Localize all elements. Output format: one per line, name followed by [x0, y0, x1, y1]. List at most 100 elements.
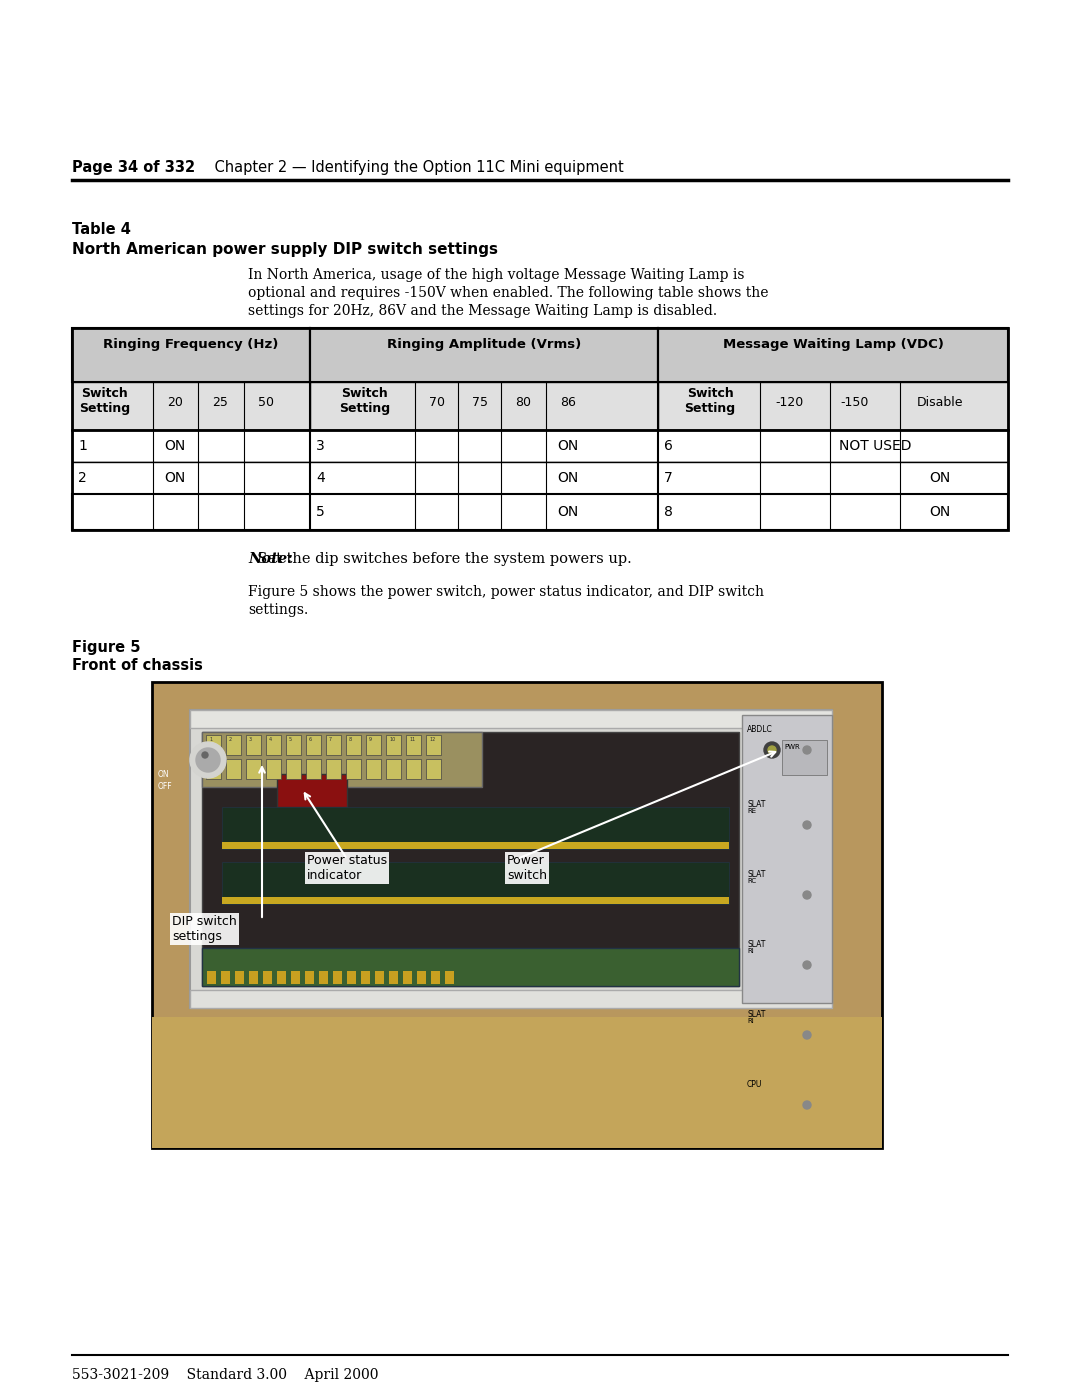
Bar: [319, 971, 328, 983]
Text: 8: 8: [664, 504, 673, 520]
Text: 9: 9: [369, 738, 372, 742]
Text: Table 4: Table 4: [72, 222, 131, 237]
Bar: [346, 735, 361, 754]
Bar: [226, 735, 241, 754]
Text: ON: ON: [158, 770, 170, 780]
Bar: [226, 759, 241, 780]
Text: 6: 6: [664, 439, 673, 453]
Text: RI: RI: [747, 949, 754, 954]
Bar: [246, 759, 261, 780]
Text: PWR: PWR: [784, 745, 800, 750]
Text: 3: 3: [316, 439, 325, 453]
Text: -150: -150: [841, 395, 869, 409]
Circle shape: [804, 891, 811, 900]
Text: ABDLC: ABDLC: [747, 725, 773, 733]
Text: DIP switch
settings: DIP switch settings: [172, 915, 237, 943]
Text: 75: 75: [472, 395, 488, 409]
Circle shape: [764, 742, 780, 759]
Text: SLAT: SLAT: [747, 870, 766, 879]
Bar: [375, 971, 384, 983]
Bar: [310, 381, 658, 430]
Text: 25: 25: [212, 395, 228, 409]
Text: Power status
indicator: Power status indicator: [307, 854, 387, 882]
Bar: [72, 462, 1008, 495]
Bar: [222, 807, 729, 849]
Bar: [276, 971, 286, 983]
Text: Front of chassis: Front of chassis: [72, 658, 203, 673]
Bar: [202, 949, 739, 986]
Circle shape: [804, 821, 811, 828]
Text: 11: 11: [409, 738, 415, 742]
Bar: [72, 328, 1008, 529]
Text: Power
switch: Power switch: [507, 854, 546, 882]
Bar: [72, 381, 310, 430]
Bar: [286, 759, 301, 780]
Text: 4: 4: [316, 471, 325, 485]
Text: ON: ON: [557, 504, 579, 520]
Text: RI: RI: [747, 1018, 754, 1024]
Text: Switch
Setting: Switch Setting: [339, 387, 391, 415]
Bar: [361, 971, 370, 983]
Text: 12: 12: [429, 738, 435, 742]
Bar: [426, 759, 441, 780]
Text: settings for 20Hz, 86V and the Message Waiting Lamp is disabled.: settings for 20Hz, 86V and the Message W…: [248, 305, 717, 319]
Bar: [386, 759, 401, 780]
Bar: [389, 971, 399, 983]
Bar: [206, 735, 221, 754]
Circle shape: [804, 1031, 811, 1039]
Text: Note:: Note:: [248, 552, 293, 566]
Text: 1: 1: [210, 738, 212, 742]
Text: -120: -120: [775, 395, 805, 409]
Bar: [190, 710, 832, 728]
Text: SLAT: SLAT: [747, 1010, 766, 1018]
Bar: [326, 735, 341, 754]
Bar: [266, 759, 281, 780]
Bar: [346, 759, 361, 780]
Circle shape: [195, 747, 220, 773]
Text: Message Waiting Lamp (VDC): Message Waiting Lamp (VDC): [723, 338, 944, 351]
Text: Ringing Amplitude (Vrms): Ringing Amplitude (Vrms): [387, 338, 581, 351]
Text: Switch
Setting: Switch Setting: [80, 387, 131, 415]
Circle shape: [804, 746, 811, 754]
Text: 50: 50: [258, 395, 274, 409]
Circle shape: [804, 1101, 811, 1109]
Bar: [72, 495, 1008, 529]
Bar: [222, 897, 729, 904]
Text: optional and requires -150V when enabled. The following table shows the: optional and requires -150V when enabled…: [248, 286, 769, 300]
Bar: [406, 735, 421, 754]
Text: 10: 10: [389, 738, 395, 742]
Bar: [782, 740, 827, 775]
Circle shape: [768, 746, 777, 754]
Bar: [266, 735, 281, 754]
Text: North American power supply DIP switch settings: North American power supply DIP switch s…: [72, 242, 498, 257]
Text: Figure 5: Figure 5: [72, 640, 140, 655]
Bar: [431, 971, 440, 983]
Bar: [347, 971, 356, 983]
Bar: [286, 735, 301, 754]
Text: Figure 5 shows the power switch, power status indicator, and DIP switch: Figure 5 shows the power switch, power s…: [248, 585, 764, 599]
Bar: [366, 735, 381, 754]
Text: Switch
Setting: Switch Setting: [685, 387, 735, 415]
Bar: [264, 971, 272, 983]
Text: 6: 6: [309, 738, 312, 742]
Bar: [221, 971, 230, 983]
Bar: [305, 971, 314, 983]
Bar: [306, 735, 321, 754]
Bar: [246, 735, 261, 754]
Bar: [190, 990, 832, 1009]
Bar: [152, 682, 882, 1148]
Text: settings.: settings.: [248, 604, 308, 617]
Bar: [202, 732, 739, 986]
Text: Disable: Disable: [917, 395, 963, 409]
Text: Page 34 of 332: Page 34 of 332: [72, 161, 195, 175]
Text: 7: 7: [664, 471, 673, 485]
Bar: [72, 430, 1008, 462]
Text: CPU: CPU: [747, 1080, 762, 1090]
Bar: [386, 735, 401, 754]
Text: 70: 70: [429, 395, 445, 409]
Text: 2: 2: [229, 738, 232, 742]
Bar: [417, 971, 426, 983]
Bar: [445, 971, 454, 983]
Bar: [406, 759, 421, 780]
Text: ON: ON: [164, 471, 186, 485]
